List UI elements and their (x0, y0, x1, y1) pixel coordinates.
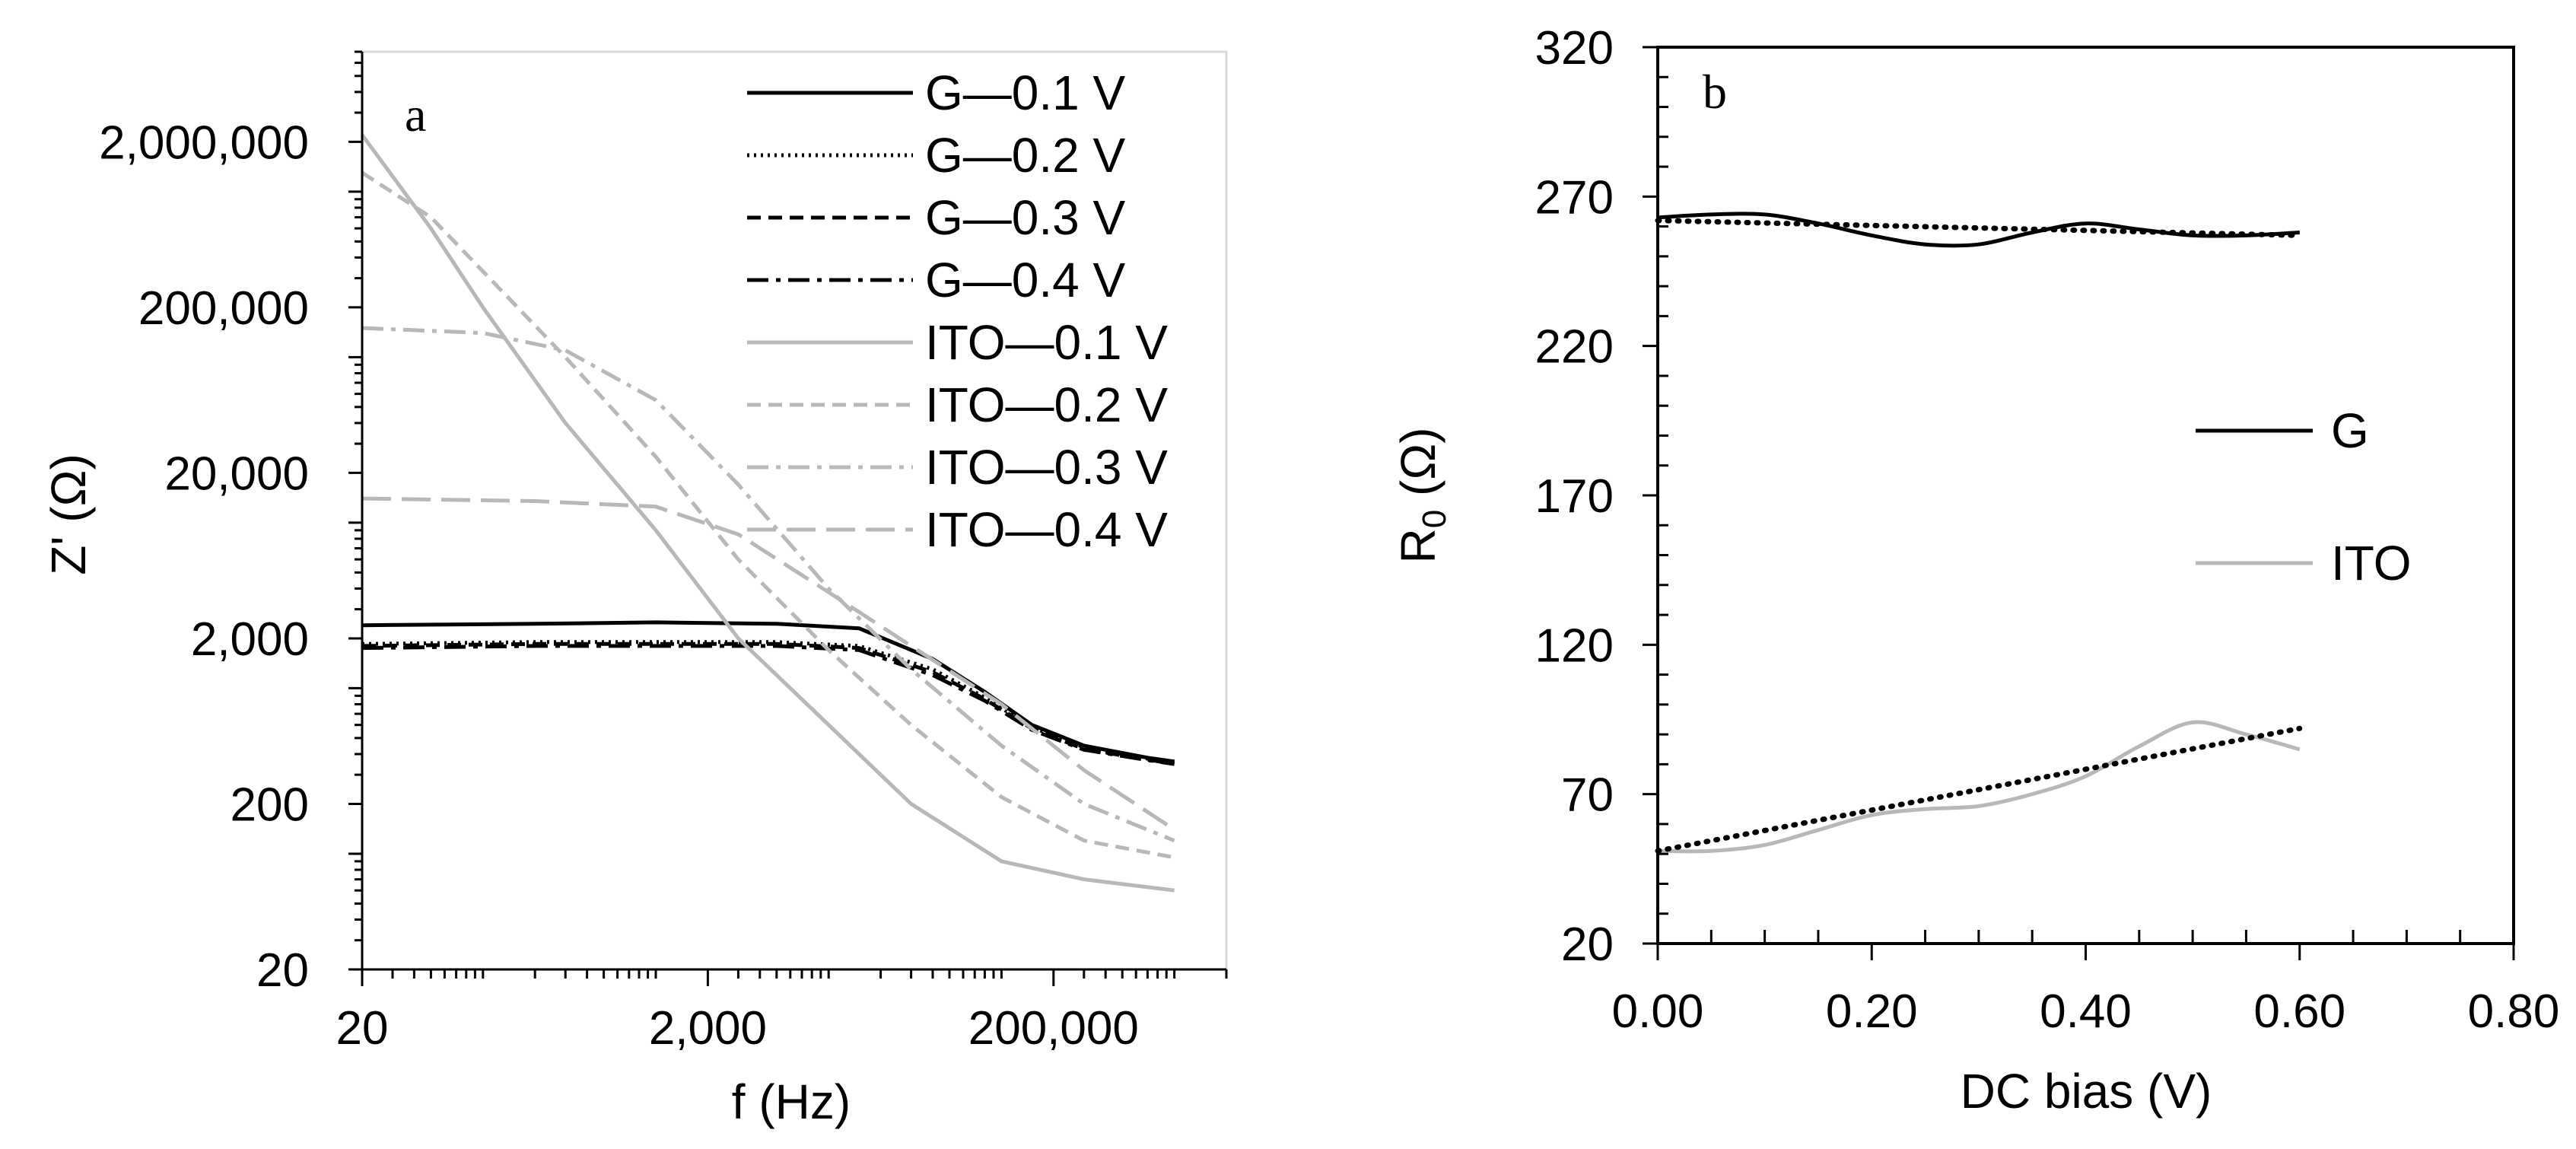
panel-a-x-tick-label: 20 (336, 1002, 389, 1055)
panel-a-tick-labels: 20 200 2,000 20,000 200,000 2,000,000 20 2,000 2… (99, 116, 1139, 1055)
panel-a-y-tick-label: 2,000 (191, 613, 309, 666)
panel-a-legend-item: ITO—0.1 V (747, 315, 1168, 370)
panel-b-y-tick-label: 20 (1561, 918, 1614, 971)
panel-b-y-axis-title: R0 (Ω) (1391, 428, 1453, 564)
panel-b-ticks (1643, 46, 2515, 960)
panel-a-y-tick-label: 200,000 (138, 282, 309, 335)
panel-b-tick-labels: 20 70 120 170 220 270 320 0.00 0.20 0.40 0.60 0.80 (1535, 22, 2560, 1038)
panel-a-x-axis-title: f (Hz) (732, 1074, 851, 1129)
panel-b-x-tick-label: 0.60 (2253, 985, 2345, 1038)
panel-a: 20 200 2,000 20,000 200,000 2,000,000 20 2,000 2… (41, 50, 1228, 1129)
panel-a-y-tick-label: 2,000,000 (99, 116, 309, 169)
panel-a-y-tick-label: 20,000 (164, 447, 309, 500)
panel-a-x-tick-label: 200,000 (968, 1002, 1139, 1055)
panel-b-y-tick-label: 270 (1535, 171, 1614, 224)
panel-a-legend-label: G—0.2 V (925, 128, 1126, 183)
panel-b-y-axis-title-main: R (1391, 528, 1445, 563)
panel-b-y-axis-title-subscript: 0 (1416, 510, 1453, 528)
panel-a-legend-label: ITO—0.2 V (925, 377, 1168, 432)
panel-a-legend: G—0.1 V G—0.2 V G—0.3 V G—0.4 V ITO—0.1 V ITO… (747, 65, 1168, 557)
panel-a-label: a (405, 88, 426, 142)
panel-b-y-tick-label: 70 (1561, 769, 1614, 822)
panel-a-series-group (360, 133, 1175, 893)
panel-b-label: b (1703, 65, 1727, 119)
panel-a-ticks (348, 50, 1228, 986)
panel-a-series-ito-0-1-v (360, 133, 1175, 893)
panel-b-x-tick-label: 0.20 (1826, 985, 1918, 1038)
panel-b-trendline-g (1655, 218, 2303, 238)
panel-b-x-tick-label: 0.40 (2040, 985, 2132, 1038)
panel-a-legend-item: G—0.4 V (747, 253, 1126, 307)
panel-a-legend-item: G—0.3 V (747, 190, 1126, 245)
panel-a-series-ito-0-3-v (361, 326, 1175, 843)
panel-a-x-tick-label: 2,000 (649, 1002, 767, 1055)
panel-b-y-axis-title-unit: (Ω) (1391, 428, 1445, 510)
panel-a-legend-label: G—0.3 V (925, 190, 1126, 245)
panel-b-x-tick-label: 0.80 (2468, 985, 2560, 1038)
panel-a-series-ito-0-4-v (361, 496, 1175, 832)
panel-b-legend-item: ITO (2196, 536, 2412, 590)
panel-a-legend-item: G—0.1 V (747, 65, 1126, 120)
panel-a-legend-label: G—0.4 V (925, 253, 1126, 307)
panel-b-legend: G ITO (2196, 403, 2412, 590)
panel-b-legend-label: ITO (2331, 536, 2412, 590)
panel-a-y-tick-label: 20 (256, 944, 309, 997)
panel-a-legend-item: ITO—0.4 V (747, 502, 1168, 557)
panel-b-y-tick-label: 320 (1535, 22, 1614, 75)
panel-b-series-ito (1657, 720, 2301, 854)
panel-a-series-g-0-2-v (361, 640, 1175, 765)
panel-b-legend-label: G (2331, 403, 2369, 458)
panel-b-series-group (1655, 212, 2303, 854)
panel-a-series-g-0-4-v (361, 644, 1175, 766)
panel-b-trendline-ito (1655, 725, 2303, 854)
panel-a-y-axis-title: Z' (Ω) (41, 454, 96, 575)
panel-a-legend-label: ITO—0.1 V (925, 315, 1168, 370)
panel-b-x-tick-label: 0.00 (1612, 985, 1704, 1038)
panel-a-legend-item: G—0.2 V (747, 128, 1126, 183)
panel-a-legend-label: ITO—0.3 V (925, 440, 1168, 495)
panel-a-y-tick-label: 200 (231, 778, 309, 831)
panel-b-y-tick-label: 220 (1535, 321, 1614, 374)
panel-a-series-ito-0-2-v (361, 170, 1175, 860)
panel-b-x-axis-title: DC bias (V) (1961, 1064, 2212, 1119)
panel-b-y-tick-label: 170 (1535, 470, 1614, 523)
panel-a-legend-item: ITO—0.3 V (747, 440, 1168, 495)
panel-a-legend-item: ITO—0.2 V (747, 377, 1168, 432)
panel-b-legend-item: G (2196, 403, 2369, 458)
panel-a-legend-label: G—0.1 V (925, 65, 1126, 120)
panel-b-y-tick-label: 120 (1535, 619, 1614, 672)
panel-a-legend-label: ITO—0.4 V (925, 502, 1168, 557)
